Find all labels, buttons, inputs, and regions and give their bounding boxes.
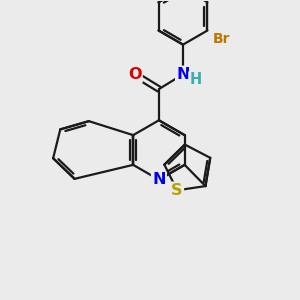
Text: Br: Br xyxy=(213,32,230,46)
Text: N: N xyxy=(152,172,166,187)
Text: S: S xyxy=(171,183,183,198)
Text: H: H xyxy=(189,72,202,87)
Text: N: N xyxy=(176,67,190,82)
Text: O: O xyxy=(128,67,142,82)
